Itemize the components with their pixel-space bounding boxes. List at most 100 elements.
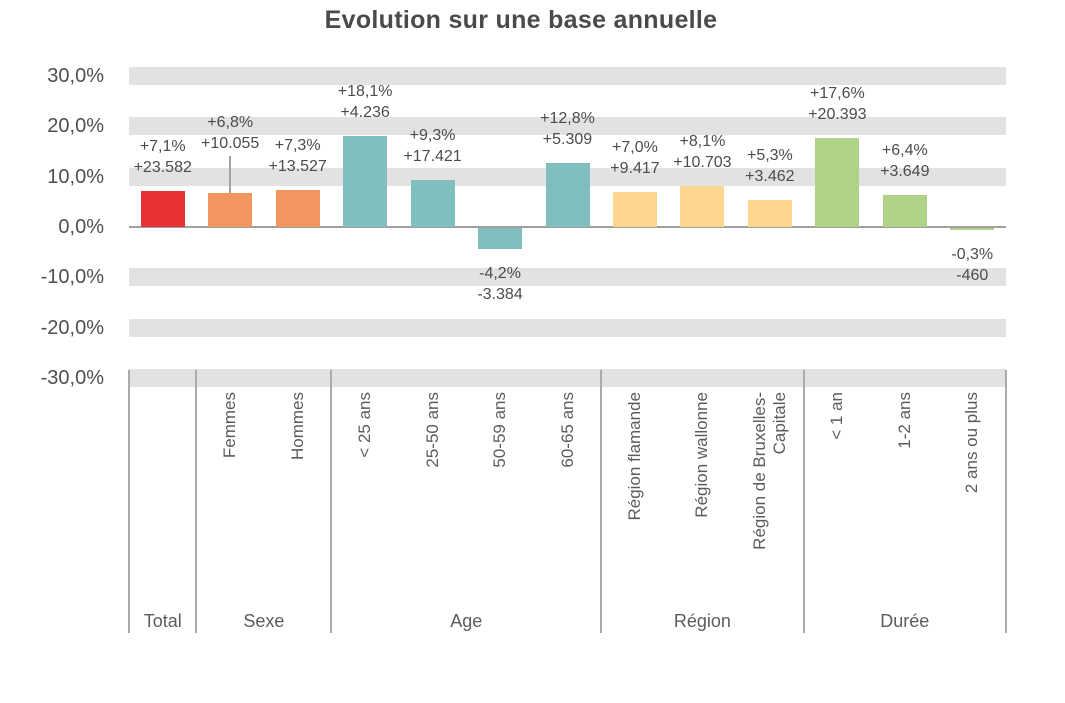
bar-pct-value: +12,8% (540, 109, 595, 127)
bar-pct-value: +17,6% (809, 85, 865, 103)
category-label-line: 1-2 ans (894, 392, 914, 449)
bar-60-65 ans (545, 162, 590, 227)
y-axis-tick-label: -30,0% (40, 366, 104, 389)
category-divider-line (330, 370, 333, 633)
bar-value-label: +9,3% +17.421 (368, 125, 498, 167)
gridline-band (129, 67, 1006, 86)
bar-abs-value: +13.527 (268, 158, 327, 176)
bar-pct-value: +8,1% (679, 133, 726, 151)
bar-abs-value: +9.417 (610, 159, 660, 177)
bar-pct-value: +6,8% (207, 113, 254, 131)
bar-value-label: +12,8% +5.309 (503, 108, 633, 150)
category-divider-line (128, 370, 130, 633)
category-label-line: < 25 ans (355, 392, 375, 458)
bar-value-label: +17,6% +20.393 (772, 83, 902, 125)
category-label-line: < 1 an (827, 392, 847, 440)
category-label-line: Région flamande (624, 392, 644, 521)
group-label-age: Age (450, 611, 483, 631)
y-axis-tick-label: 30,0% (47, 65, 104, 88)
bar-abs-value: +17.421 (403, 148, 462, 166)
category-divider-line (802, 370, 805, 633)
bar-Femmes (208, 192, 253, 227)
group-label-région: Région (673, 611, 731, 631)
bar-pct-value: +18,1% (337, 82, 393, 100)
bar-abs-value: +4.236 (340, 103, 390, 121)
bar-pct-value: +5,3% (746, 147, 793, 165)
bar-Région de Bruxelles-Capitale (747, 200, 792, 227)
bar-pct-value: +7,0% (612, 138, 658, 156)
bar-abs-value: -460 (956, 266, 989, 284)
category-label: 2 ans ou plus (962, 392, 982, 607)
category-label: < 25 ans (355, 392, 375, 607)
group-label-sexe: Sexe (243, 611, 285, 631)
y-axis-tick-label: -20,0% (40, 316, 104, 339)
label-leader-line (229, 155, 232, 193)
bar-value-label: +5,3% +3.462 (705, 145, 835, 187)
category-label-line: 2 ans ou plus (962, 392, 982, 494)
zero-axis-line (129, 226, 1006, 228)
bar-abs-value: +10.703 (673, 154, 732, 172)
bar-abs-value: +5.309 (542, 130, 593, 148)
bar-abs-value: +3.462 (745, 168, 795, 186)
category-label-line: Femmes (220, 392, 240, 459)
bar-Région flamande (612, 191, 657, 227)
category-label-line: 60-65 ans (557, 392, 577, 468)
gridline-band (129, 318, 1006, 337)
bar-value-label: +7,3% +13.527 (233, 135, 363, 177)
y-axis-tick-label: 20,0% (47, 115, 104, 138)
group-label-total: Total (143, 611, 182, 631)
bar-value-label: +7,0% +9.417 (570, 137, 700, 179)
chart-title: Evolution sur une base annuelle (324, 6, 718, 34)
category-label-line: 50-59 ans (490, 392, 510, 468)
bar-pct-value: +6,4% (881, 141, 928, 159)
group-label-durée: Durée (880, 611, 930, 631)
bar-50-59 ans (478, 228, 523, 250)
bar-value-label: +8,1% +10.703 (637, 131, 767, 173)
y-axis-tick-label: 10,0% (47, 165, 104, 188)
bar-value-label: -0,3% -460 (907, 244, 1037, 286)
category-label: 1-2 ans (895, 392, 915, 607)
bar-pct-value: +7,1% (139, 138, 186, 156)
bar-25-50 ans (410, 180, 455, 227)
bar-Total (140, 191, 185, 227)
category-divider-line (1005, 370, 1007, 633)
category-label: Région flamande (625, 392, 645, 607)
bar-pct-value: -0,3% (951, 245, 994, 263)
bar-< 25 ans (343, 135, 388, 227)
bar-Hommes (275, 190, 320, 227)
bar-pct-value: -4,2% (479, 265, 521, 283)
category-divider-line (600, 370, 603, 633)
gridline-band (129, 368, 1006, 387)
category-label-line: Région de Bruxelles- (749, 392, 769, 550)
bar-abs-value: +20.393 (808, 106, 867, 124)
bar-1-2 ans (882, 194, 927, 227)
category-label: < 1 an (827, 392, 847, 607)
bar-Région wallonne (680, 186, 725, 227)
category-label: Femmes (220, 392, 240, 607)
bar-pct-value: +7,3% (274, 137, 321, 155)
category-label: Région de Bruxelles- Capitale (750, 392, 790, 607)
y-axis-tick-label: 0,0% (58, 216, 104, 238)
bar-value-label: +6,8% +10.055 (165, 112, 295, 154)
category-label: 50-59 ans (490, 392, 510, 607)
bar-pct-value: +9,3% (409, 127, 456, 145)
bar-value-label: +6,4% +3.649 (840, 140, 970, 182)
bar-value-label: +18,1% +4.236 (300, 81, 430, 123)
category-label: Région wallonne (692, 392, 712, 607)
category-label: Hommes (288, 392, 308, 607)
category-label-line: Capitale (769, 392, 789, 455)
category-label-line: 25-50 ans (422, 392, 442, 468)
bar-2 ans ou plus (950, 228, 995, 230)
bar-abs-value: +3.649 (880, 162, 930, 180)
category-label-line: Région wallonne (692, 392, 712, 518)
gridline-band (129, 268, 1006, 287)
bar-abs-value: -3.384 (477, 286, 523, 304)
bar-abs-value: +10.055 (201, 134, 260, 152)
gridline-band (129, 117, 1006, 136)
bar-abs-value: +23.582 (133, 159, 192, 177)
category-label: 60-65 ans (558, 392, 578, 607)
category-label-line: Hommes (287, 392, 307, 461)
bar-value-label: +7,1% +23.582 (98, 136, 228, 178)
y-axis-tick-label: -10,0% (40, 266, 104, 289)
